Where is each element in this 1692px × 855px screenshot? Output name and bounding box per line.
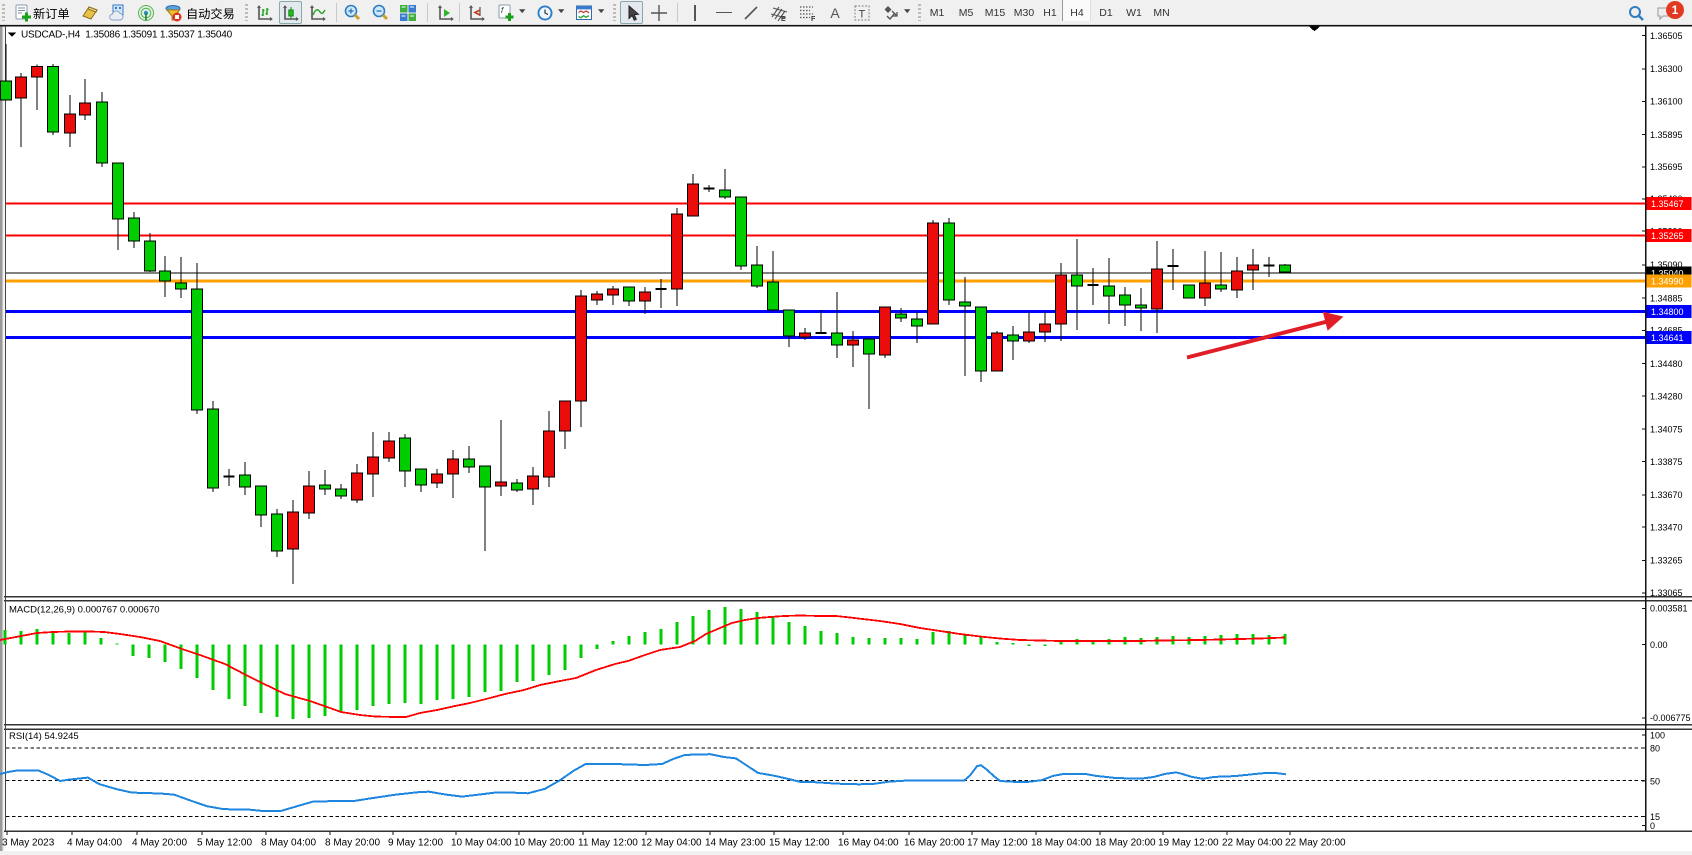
svg-text:14 May 23:00: 14 May 23:00 <box>705 838 766 849</box>
svg-text:3 May 2023: 3 May 2023 <box>2 838 55 849</box>
svg-text:-0.006775: -0.006775 <box>1650 713 1691 723</box>
svg-text:1.33875: 1.33875 <box>1650 457 1683 467</box>
svg-text:8 May 04:00: 8 May 04:00 <box>261 838 316 849</box>
svg-text:1.33065: 1.33065 <box>1650 588 1683 598</box>
svg-text:1.35467: 1.35467 <box>1651 199 1684 209</box>
svg-text:RSI(14) 54.9245: RSI(14) 54.9245 <box>9 731 79 742</box>
svg-text:1.34641: 1.34641 <box>1651 333 1684 343</box>
svg-text:100: 100 <box>1650 731 1665 741</box>
svg-text:50: 50 <box>1650 776 1660 786</box>
svg-text:T: T <box>859 8 866 20</box>
svg-text:8 May 20:00: 8 May 20:00 <box>325 838 380 849</box>
svg-text:0: 0 <box>1650 821 1655 831</box>
svg-text:0.003581: 0.003581 <box>1650 604 1688 614</box>
svg-text:9 May 12:00: 9 May 12:00 <box>388 838 443 849</box>
svg-text:15 May 12:00: 15 May 12:00 <box>769 838 830 849</box>
svg-text:12 May 04:00: 12 May 04:00 <box>641 838 702 849</box>
svg-text:10 May 04:00: 10 May 04:00 <box>451 838 512 849</box>
svg-text:1.33470: 1.33470 <box>1650 523 1683 533</box>
svg-text:11 May 12:00: 11 May 12:00 <box>578 838 638 849</box>
svg-text:0.00: 0.00 <box>1650 640 1668 650</box>
svg-text:5 May 12:00: 5 May 12:00 <box>197 838 252 849</box>
svg-text:1.34990: 1.34990 <box>1651 276 1684 286</box>
svg-text:15: 15 <box>1650 812 1660 822</box>
svg-text:1.35090: 1.35090 <box>1650 260 1683 270</box>
svg-text:1.34685: 1.34685 <box>1650 326 1683 336</box>
svg-text:18 May 04:00: 18 May 04:00 <box>1031 838 1092 849</box>
svg-text:16 May 20:00: 16 May 20:00 <box>904 838 965 849</box>
svg-text:1.34885: 1.34885 <box>1650 293 1683 303</box>
svg-text:1.36505: 1.36505 <box>1650 31 1683 41</box>
svg-text:1.34480: 1.34480 <box>1650 359 1683 369</box>
svg-text:USDCAD-,H4 1.35086 1.35091 1.: USDCAD-,H4 1.35086 1.35091 1.35037 1.350… <box>21 30 233 41</box>
svg-text:18 May 20:00: 18 May 20:00 <box>1095 838 1156 849</box>
svg-text:1.36300: 1.36300 <box>1650 64 1683 74</box>
svg-text:E: E <box>781 16 786 22</box>
svg-text:1.33670: 1.33670 <box>1650 490 1683 500</box>
svg-text:1.34075: 1.34075 <box>1650 425 1683 435</box>
svg-text:17 May 12:00: 17 May 12:00 <box>967 838 1028 849</box>
svg-text:19 May 12:00: 19 May 12:00 <box>1158 838 1219 849</box>
svg-text:f: f <box>501 6 504 15</box>
svg-text:22 May 20:00: 22 May 20:00 <box>1285 838 1346 849</box>
svg-text:1.35895: 1.35895 <box>1650 130 1683 140</box>
svg-text:22 May 04:00: 22 May 04:00 <box>1222 838 1283 849</box>
svg-text:1.35695: 1.35695 <box>1650 162 1683 172</box>
svg-text:1.34800: 1.34800 <box>1651 307 1684 317</box>
svg-text:1.36100: 1.36100 <box>1650 97 1683 107</box>
svg-text:80: 80 <box>1650 743 1660 753</box>
svg-text:4 May 04:00: 4 May 04:00 <box>67 838 122 849</box>
svg-text:MACD(12,26,9) 0.000767 0.00067: MACD(12,26,9) 0.000767 0.000670 <box>9 605 160 616</box>
svg-text:1.35265: 1.35265 <box>1651 231 1684 241</box>
svg-text:10 May 20:00: 10 May 20:00 <box>514 838 575 849</box>
svg-text:1.33265: 1.33265 <box>1650 556 1683 566</box>
svg-text:1.34280: 1.34280 <box>1650 391 1683 401</box>
svg-text:16 May 04:00: 16 May 04:00 <box>838 838 899 849</box>
svg-text:4 May 20:00: 4 May 20:00 <box>132 838 187 849</box>
svg-text:1.35040: 1.35040 <box>1651 268 1684 278</box>
svg-text:F: F <box>811 16 816 22</box>
